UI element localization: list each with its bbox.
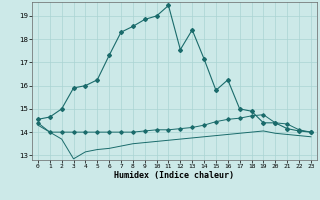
X-axis label: Humidex (Indice chaleur): Humidex (Indice chaleur) (115, 171, 234, 180)
